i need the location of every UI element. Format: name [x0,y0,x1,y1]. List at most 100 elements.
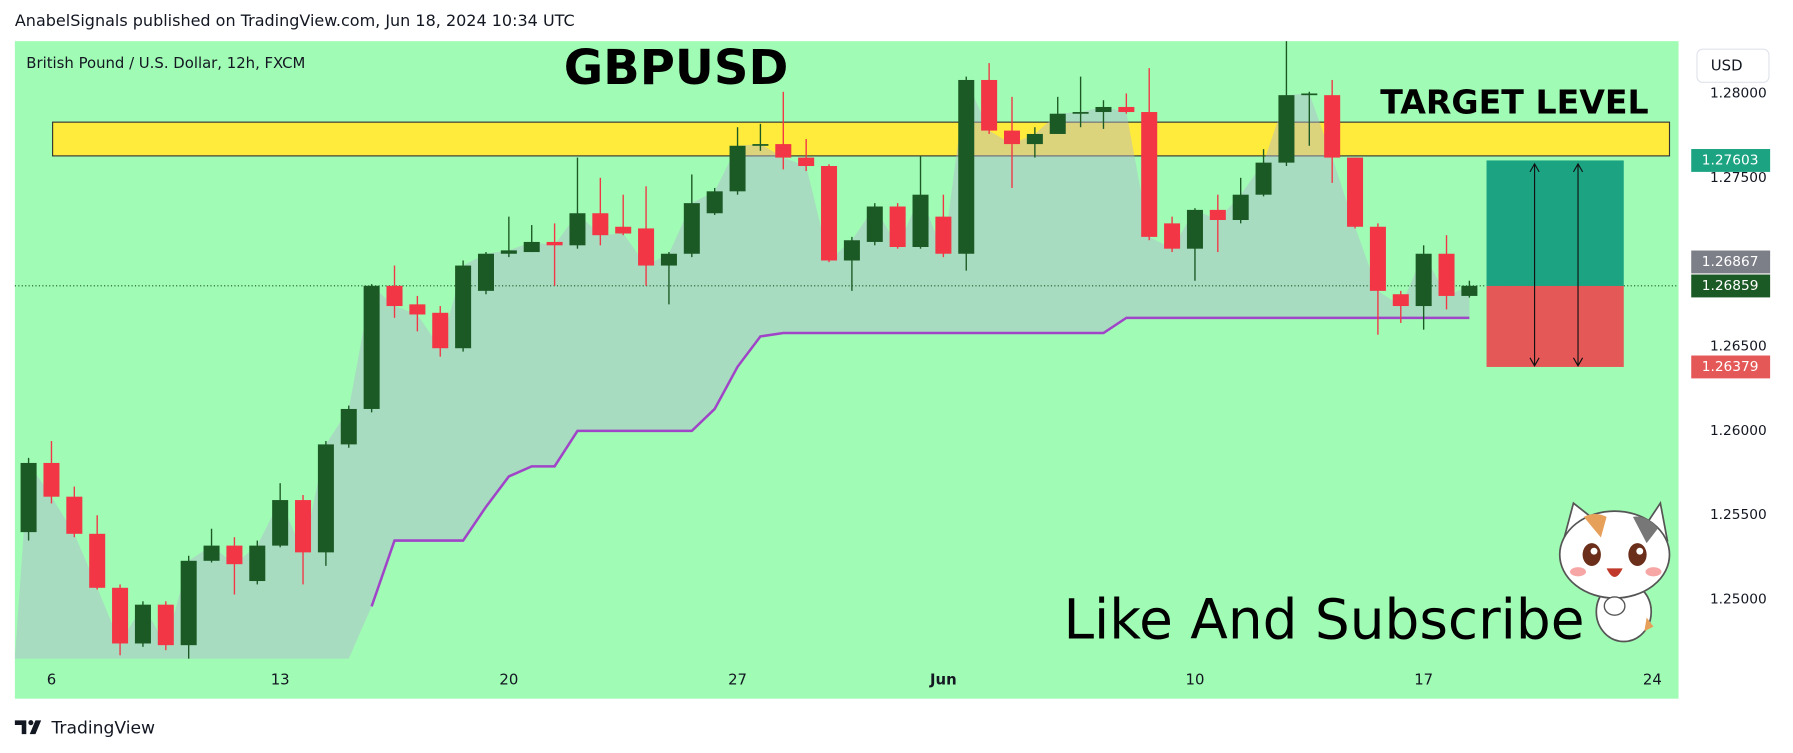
candle-body [1118,106,1135,113]
candle-body [821,166,838,261]
candle-body [729,145,746,192]
annotation: Like And Subscribe [1063,587,1584,651]
candle-body [66,496,83,534]
candle-body [249,545,266,582]
currency-label[interactable]: USD [1711,56,1743,74]
candle-body [1164,223,1181,249]
candle-body [592,213,609,236]
profit-zone [1486,160,1624,286]
candle-body [317,444,334,553]
candle-body [1095,106,1112,113]
chart-title: GBPUSD [564,40,789,96]
indicator-line [370,316,1470,607]
candle-body [455,265,472,349]
other-price-label-box [1691,250,1771,274]
x-tick-label: 13 [271,670,290,688]
candle-body [409,304,426,315]
candle-body [683,203,700,254]
brand-logo [14,720,42,735]
y-tick-label: 1.27500 [1710,170,1767,186]
marks-layer [20,41,1624,659]
price-area [14,79,1470,659]
x-tick-label: 17 [1414,670,1433,688]
candle-body [706,191,723,214]
candle-body [363,285,380,409]
candle-body [912,194,929,247]
candle-body [1141,112,1158,237]
symbol-description: British Pound / U.S. Dollar, 12h, FXCM [26,54,305,72]
candle-body [432,312,449,349]
candle-body [1392,294,1409,307]
target-price-label: 1.27603 [1702,152,1759,168]
x-tick-label: Jun [929,670,957,688]
candle-body [340,408,357,445]
candle-body [546,241,563,246]
candle-body [935,216,952,254]
candle-body [660,253,677,266]
back-layer [14,0,1793,709]
candle-body [981,79,998,131]
candle-body [1369,226,1386,291]
candle-body [386,285,403,307]
candle-body [1186,209,1203,249]
last-price-label-box [1691,274,1771,298]
candle-body [112,587,129,644]
front-layer: AnabelSignals published on TradingView.c… [14,11,1771,738]
candle-body [157,604,174,646]
candle-body [866,206,883,242]
x-tick-label: 10 [1185,670,1204,688]
other-price-label: 1.26867 [1702,254,1759,270]
publish-header: AnabelSignals published on TradingView.c… [15,11,575,30]
y-tick-label: 1.28000 [1710,85,1767,101]
candle-body [1026,133,1043,145]
candle-body [20,462,37,533]
candle-body [1209,209,1226,221]
candle-body [1049,113,1066,134]
stop-price-label-box [1691,355,1771,379]
candle-body [203,545,220,561]
candle-body [752,144,769,146]
candle-body [226,545,243,565]
candle-body [1461,285,1478,296]
candle-body [843,240,860,261]
brand-name: TradingView [50,718,155,738]
target-zone [52,121,1671,157]
candle-body [43,462,60,497]
candle-body [1278,95,1295,163]
x-tick-label: 20 [499,670,518,688]
candle-body [1438,253,1455,296]
candle-body [477,253,494,291]
candle-body [615,226,632,234]
candle-body [889,206,906,247]
candle-body [134,604,151,644]
candle-body [1072,112,1089,114]
stop-price-label: 1.26379 [1702,359,1759,375]
range-arrow [1529,162,1540,367]
loss-zone [1486,285,1624,367]
candle-body [272,500,289,546]
candle-body [638,228,655,266]
candle-body [1415,253,1432,307]
candle-body [523,241,540,253]
price-axis-background [1678,0,1793,709]
candle-body [500,250,517,254]
range-arrow [1572,162,1584,367]
candle-body [180,560,197,646]
candle-body [89,533,106,588]
candle-body [1324,95,1341,158]
x-tick-label: 6 [47,670,56,688]
cat-sticker [1558,500,1671,643]
x-tick-label: 24 [1643,670,1662,688]
candle-body [1232,194,1249,221]
y-tick-label: 1.26000 [1710,423,1767,439]
currency-button[interactable] [1696,48,1770,83]
y-tick-label: 1.26500 [1710,339,1767,355]
candle-body [1255,162,1272,195]
target-zone-label: TARGET LEVEL [1380,83,1648,122]
y-tick-label: 1.25500 [1710,507,1767,523]
target-price-label-box [1691,149,1771,172]
candle-body [569,213,586,246]
y-tick-label: 1.25000 [1710,592,1767,608]
